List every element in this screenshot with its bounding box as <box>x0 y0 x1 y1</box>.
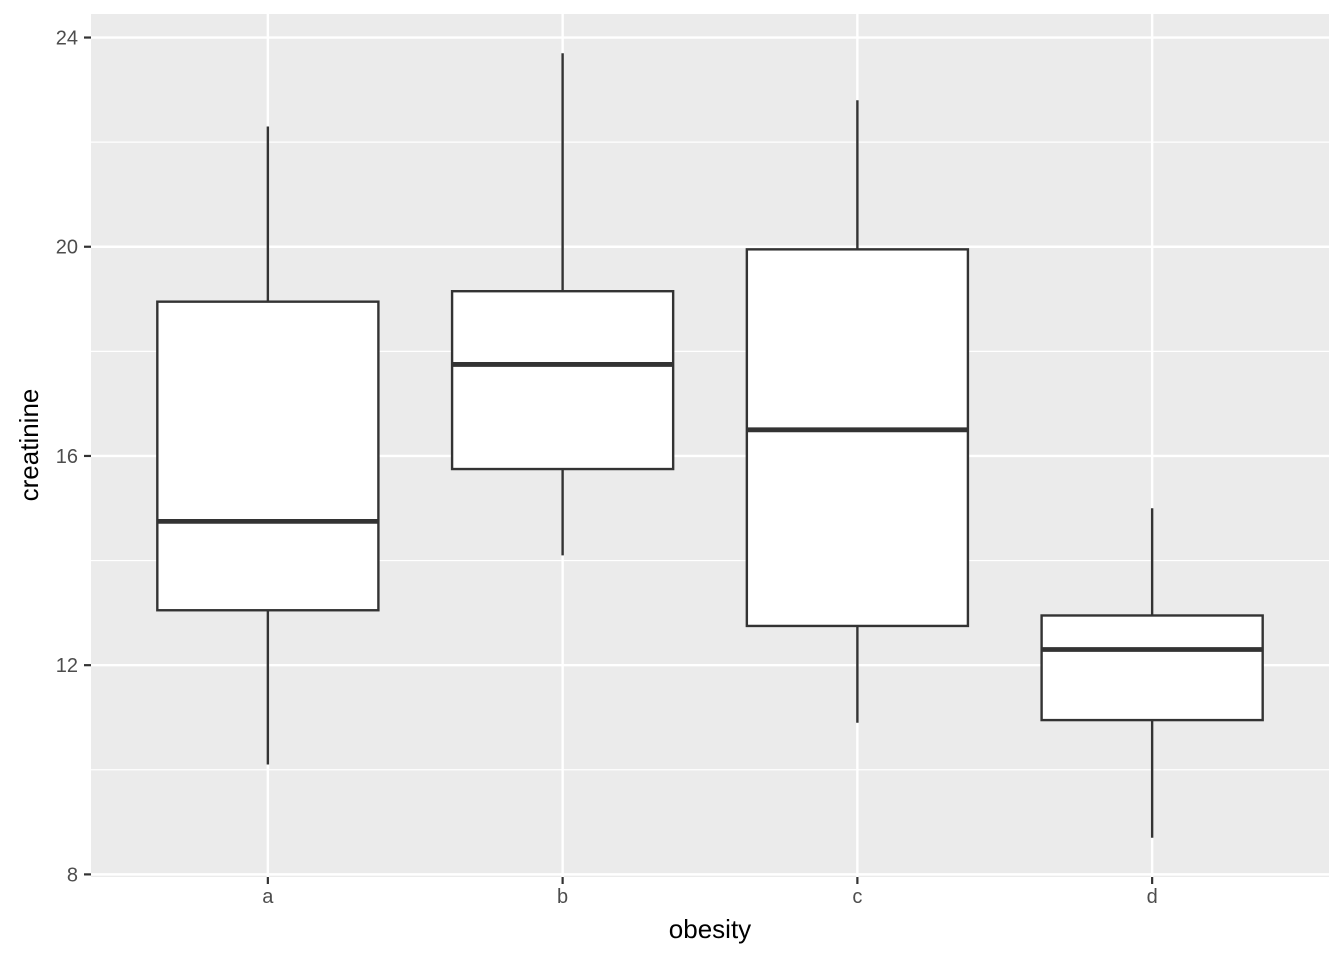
y-tick-label: 24 <box>56 28 78 50</box>
iqr-box <box>156 300 380 612</box>
x-axis-title: obesity <box>669 914 751 944</box>
box-d <box>1040 508 1264 838</box>
iqr-box <box>450 290 675 471</box>
y-tick-label: 20 <box>56 237 78 259</box>
y-tick-label: 12 <box>56 655 78 677</box>
x-tick-label: a <box>262 886 274 908</box>
y-tick-label: 16 <box>56 446 78 468</box>
box-c <box>745 100 970 723</box>
y-tick-label: 8 <box>67 864 78 886</box>
x-tick-label: b <box>557 886 568 908</box>
boxes <box>156 53 1264 838</box>
iqr-box <box>1040 614 1264 722</box>
box-a <box>156 126 380 765</box>
x-tick-label: d <box>1147 886 1158 908</box>
x-tick-label: c <box>852 886 862 908</box>
y-axis-title: creatinine <box>14 389 44 502</box>
axes: 8 12 16 20 24 a b c d <box>56 28 1158 908</box>
box-b <box>450 53 675 556</box>
iqr-box <box>745 248 970 628</box>
